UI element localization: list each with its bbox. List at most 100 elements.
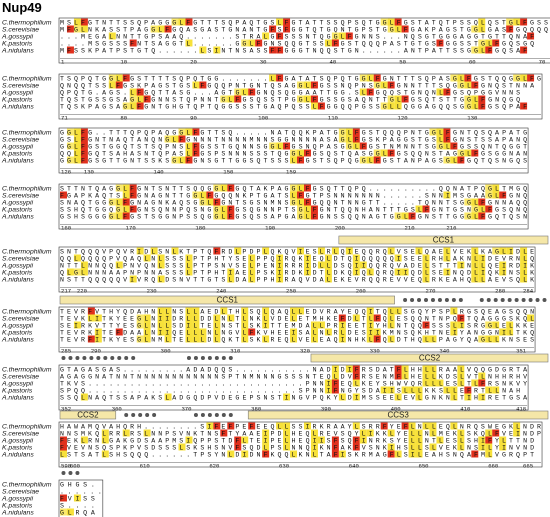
residue-highlight (73, 321, 81, 329)
block-frame (58, 17, 550, 64)
residue-highlight (129, 102, 137, 110)
residue-highlight (485, 184, 493, 192)
residue-highlight (345, 365, 353, 373)
residue-highlight (227, 184, 235, 192)
residue-highlight (338, 328, 346, 336)
residue-highlight (94, 335, 102, 343)
disorder-dot (138, 413, 143, 417)
residue-highlight (157, 314, 165, 322)
residue-highlight (436, 39, 444, 47)
residue-highlight (157, 307, 165, 315)
species-name: C.thermophilium (2, 482, 52, 489)
disorder-dot (410, 298, 415, 302)
residue-highlight (192, 307, 200, 315)
residue-highlight (164, 335, 172, 343)
residue-highlight (227, 422, 235, 430)
alignment-block: C.thermophilium SNTQQQVPQVRIDLSNLKTPTQFRD… (1, 236, 549, 295)
residue-highlight (157, 25, 165, 33)
residue-highlight (478, 275, 486, 283)
species-name: K.pastoris (2, 388, 33, 395)
ruler-number: 71 (61, 115, 68, 122)
residue-highlight (297, 198, 304, 206)
residue-highlight (457, 443, 465, 451)
helix-label: CCS2 (419, 354, 441, 363)
residue-highlight (310, 205, 318, 213)
residue-highlight (276, 275, 284, 283)
residue-highlight (213, 328, 221, 336)
residue-highlight (492, 39, 500, 47)
residue-highlight (429, 365, 437, 373)
residue-highlight (94, 314, 102, 322)
residue-highlight (324, 268, 332, 276)
residue-highlight (345, 142, 353, 150)
residue-highlight (457, 74, 465, 82)
residue-highlight (108, 74, 116, 82)
residue-highlight (220, 184, 228, 192)
disorder-dot (96, 356, 101, 360)
ruler-number: 216 (446, 225, 456, 232)
residue-highlight (394, 102, 402, 110)
species-name: S.cerevisiae (2, 316, 39, 323)
sequence-row: ...... (60, 488, 102, 495)
residue-highlight (457, 81, 465, 89)
sequence-row: QQLFGQTSAHASNTQPASLFGSPSNNNSSSTQGGLFGSQS… (60, 150, 527, 157)
residue-highlight (366, 314, 374, 322)
residue-highlight (331, 32, 339, 40)
disorder-dot (521, 298, 526, 302)
sequence-row: TQSKPAGSAGLFGNTGHGTQPTQGGSSSTGAQPQSSLFGG… (60, 103, 527, 110)
ruler-number: 370 (181, 406, 192, 413)
residue-highlight (359, 261, 367, 269)
alignment-block: C.thermophilium GTAGASGAS.........ADADQQS… (1, 354, 549, 413)
residue-highlight (450, 156, 458, 164)
residue-highlight (492, 247, 500, 255)
residue-highlight (506, 328, 514, 336)
ruler-number: 1 (61, 59, 65, 66)
residue-highlight (262, 32, 270, 40)
alignment-block: C.thermophilium TEVRFVTHYQDAHNLLNSLLAEDLT… (1, 296, 547, 355)
sequence-row: TEVRKITEFDAALNIIQELLLNLNGVLFKVHEEISALNLR… (60, 329, 534, 336)
sequence-row: GGLFG..TTTQPQPAQGGLFGTTSQ.....NATQQKPATG… (60, 129, 527, 136)
residue-highlight (324, 261, 332, 269)
residue-highlight (338, 128, 346, 136)
residue-highlight (213, 46, 221, 54)
disorder-dot (214, 356, 219, 360)
residue-highlight (80, 149, 88, 157)
species-name: K.pastoris (2, 97, 33, 104)
residue-highlight (122, 102, 130, 110)
residue-highlight (185, 335, 193, 343)
residue-highlight (499, 328, 507, 336)
residue-highlight (387, 307, 395, 315)
ruler-number: 80 (120, 115, 127, 122)
residue-highlight (422, 321, 430, 329)
disorder-dot (75, 471, 80, 475)
residue-highlight (520, 102, 528, 110)
residue-highlight (415, 247, 423, 255)
ruler-number: 285 (61, 348, 71, 355)
ruler-number: 159 (286, 169, 296, 176)
residue-highlight (310, 443, 318, 451)
residue-highlight (338, 135, 346, 143)
residue-highlight (478, 95, 486, 103)
residue-highlight (115, 212, 123, 220)
residue-highlight (283, 393, 291, 401)
disorder-dot (110, 356, 115, 360)
residue-highlight (471, 95, 479, 103)
ruler-number: 280 (495, 288, 506, 295)
residue-highlight (443, 254, 451, 262)
residue-highlight (366, 74, 374, 82)
residue-highlight (464, 212, 472, 220)
disorder-dot (479, 298, 484, 302)
residue-highlight (164, 135, 172, 143)
residue-highlight (401, 25, 409, 33)
residue-highlight (178, 18, 186, 26)
residue-highlight (471, 261, 479, 269)
disorder-dot (430, 298, 435, 302)
residue-highlight (269, 46, 277, 54)
species-name: S.cerevisiae (2, 256, 39, 263)
residue-highlight (241, 335, 249, 343)
residue-highlight (136, 247, 144, 255)
species-name: A.nidulans (1, 48, 34, 55)
disorder-dot (200, 356, 205, 360)
residue-highlight (317, 247, 325, 255)
residue-highlight (373, 149, 381, 157)
